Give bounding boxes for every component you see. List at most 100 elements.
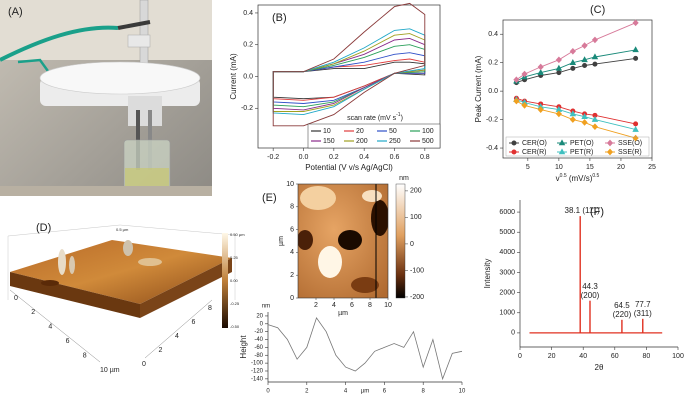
marker xyxy=(570,65,576,71)
y-tick-label: 0.2 xyxy=(243,42,253,49)
x-tick-label: 15 xyxy=(586,164,594,171)
x-axis-label-part: (mV/s) xyxy=(567,174,593,183)
peak xyxy=(58,249,66,275)
x-tick-label: 0.2 xyxy=(329,154,339,161)
colorbar-label: 100 xyxy=(410,214,422,221)
x-tick-label: 20 xyxy=(617,164,625,171)
peak-annotation: 44.3 xyxy=(582,282,598,291)
y-tick-label: 0.4 xyxy=(488,31,498,38)
x-axis-label-part: v xyxy=(556,174,560,183)
panel-label: (E) xyxy=(262,192,277,204)
marker xyxy=(555,110,562,118)
y-tick-label: 0.2 xyxy=(488,60,498,67)
panel-label: (D) xyxy=(36,222,51,234)
series-line xyxy=(516,49,636,82)
marker xyxy=(632,46,639,53)
y-tick-label: -0.2 xyxy=(241,105,253,112)
marker xyxy=(555,64,563,71)
colorbar-label: -0.25 xyxy=(230,301,240,306)
colorbar-label: -0.50 xyxy=(230,324,240,329)
x-axis-label: v0.5 (mV/s)0.5 xyxy=(556,173,600,183)
y-tick-label: -0.4 xyxy=(486,145,498,152)
marker xyxy=(591,53,599,60)
marker xyxy=(581,113,588,120)
solution xyxy=(125,168,169,191)
x-tick-label: 8 xyxy=(368,302,372,309)
x-tick-label: 0.0 xyxy=(299,154,309,161)
marker xyxy=(521,102,528,109)
peak-annotation: 77.7 xyxy=(635,300,651,309)
y-tick-label: 20 xyxy=(256,314,263,320)
x-tick-label: 100 xyxy=(672,353,684,360)
y-tick-label: 0 xyxy=(260,321,264,327)
bright-region xyxy=(300,186,336,210)
y-tick-label: -60 xyxy=(254,345,263,351)
colorbar-label: 0 xyxy=(410,241,414,248)
legend-label: PET(O) xyxy=(570,140,594,147)
legend-marker xyxy=(511,149,517,155)
marker xyxy=(582,63,588,69)
marker xyxy=(591,123,599,131)
legend-label: 100 xyxy=(422,128,434,135)
marker xyxy=(537,68,544,75)
marker xyxy=(581,56,588,63)
legend-label: 250 xyxy=(389,138,401,145)
x-tick-label: 6 xyxy=(350,302,354,309)
legend-marker xyxy=(606,148,614,156)
colorbar-label: 200 xyxy=(410,188,422,195)
ridge xyxy=(138,258,162,266)
y-tick-label: -80 xyxy=(254,353,263,359)
surface xyxy=(10,240,232,304)
y-tick-label: 2000 xyxy=(499,289,515,296)
dark-region xyxy=(298,230,313,250)
y-tick-label: 0.4 xyxy=(243,10,253,17)
marker xyxy=(556,70,562,76)
marker xyxy=(513,76,520,84)
peak-annotation: (200) xyxy=(581,291,600,300)
top-label: 0.5 µm xyxy=(116,227,129,232)
box-edge xyxy=(7,224,236,300)
y-tick-label: 2 xyxy=(290,272,294,279)
colorbar-label: -200 xyxy=(410,294,424,301)
y-tick-label: -100 xyxy=(251,361,264,367)
marker xyxy=(633,121,639,127)
axis-tick-label: 0 xyxy=(14,295,18,302)
y-tick-label: 0.0 xyxy=(488,88,498,95)
colorbar-label: 0.25 xyxy=(230,255,239,260)
x-tick-label: 25 xyxy=(648,164,656,171)
map-frame xyxy=(297,183,389,299)
legend-title-part: -1 xyxy=(396,112,401,118)
marker xyxy=(632,134,639,142)
axis xyxy=(9,289,101,363)
marker xyxy=(569,59,577,65)
legend-label: 50 xyxy=(389,128,397,135)
dark-region xyxy=(338,230,362,250)
legend-box xyxy=(505,136,650,157)
y-tick-label: -120 xyxy=(251,369,264,375)
x-tick-label: 0 xyxy=(266,389,270,395)
legend-marker xyxy=(558,139,566,146)
x-tick-label: 10 xyxy=(459,389,466,395)
series-line xyxy=(516,99,636,130)
peak-annotation: 38.1 (111) xyxy=(565,206,601,215)
y-axis-label: Intensity xyxy=(483,259,492,289)
marker xyxy=(569,47,576,55)
legend-label: CER(O) xyxy=(522,140,547,147)
y-tick-label: 4000 xyxy=(499,249,515,256)
y-tick-label: 3000 xyxy=(499,269,515,276)
y-tick-label: -20 xyxy=(254,329,263,335)
peak xyxy=(69,256,75,274)
marker xyxy=(581,119,588,126)
legend-label: 150 xyxy=(323,138,335,145)
y-tick-label: 1000 xyxy=(499,310,515,317)
dark-region xyxy=(351,277,379,293)
x-tick-label: 2 xyxy=(305,389,309,395)
x-tick-label: 10 xyxy=(384,302,392,309)
marker xyxy=(537,106,544,113)
axis-tick-label: 2 xyxy=(31,309,35,316)
x-tick-label: 4 xyxy=(344,389,348,395)
peak-annotation: 64.5 xyxy=(614,301,630,310)
legend-title-part: ) xyxy=(401,115,403,122)
x-tick-label: 0.4 xyxy=(359,154,369,161)
axis-tick-label: 10 µm xyxy=(100,367,120,374)
